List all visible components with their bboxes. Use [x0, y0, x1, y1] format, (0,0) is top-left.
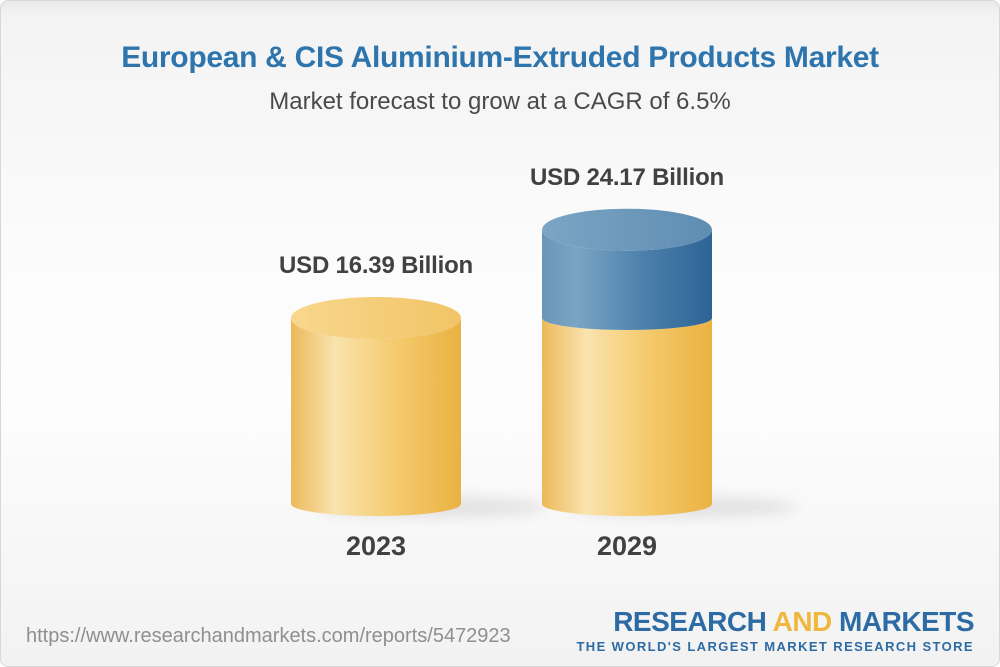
logo-word-markets: MARKETS	[839, 606, 974, 637]
bar-2029-segment-gold	[542, 318, 712, 516]
bar-2029-segment-blue	[542, 229, 712, 330]
page-title: European & CIS Aluminium-Extruded Produc…	[121, 41, 879, 74]
logo-word-and: AND	[772, 606, 833, 637]
category-label-2029: 2029	[596, 531, 658, 561]
bar-2023-top-face	[291, 297, 461, 339]
research-and-markets-logo: RESEARCH AND MARKETS THE WORLD'S LARGEST…	[576, 608, 974, 654]
category-label-2023: 2023	[345, 531, 407, 561]
logo-tagline: THE WORLD'S LARGEST MARKET RESEARCH STOR…	[576, 639, 974, 654]
bar-2023-segment-gold	[291, 318, 461, 516]
bar-2029-top-face	[542, 208, 712, 251]
report-url: https://www.researchandmarkets.com/repor…	[26, 625, 511, 647]
logo-wordmark: RESEARCH AND MARKETS	[576, 608, 974, 636]
value-label-2023: USD 16.39 Billion	[279, 252, 473, 279]
value-label-2029: USD 24.17 Billion	[530, 164, 724, 191]
logo-word-research: RESEARCH	[613, 606, 767, 637]
page-subtitle: Market forecast to grow at a CAGR of 6.5…	[269, 88, 731, 115]
